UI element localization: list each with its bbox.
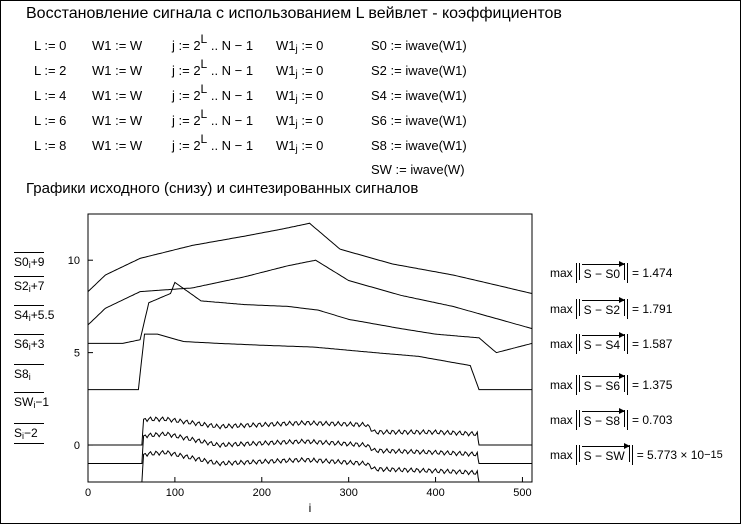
series-line — [88, 333, 532, 391]
w1-assignment[interactable]: W1 := W — [92, 88, 143, 103]
w1-zero-assignment[interactable]: W1j := 0 — [276, 138, 324, 155]
max-error-label[interactable]: max S − S4 = 1.587 — [550, 332, 672, 355]
vectorize-arrow-icon — [581, 443, 630, 449]
legend-item: S0i+9 — [14, 252, 44, 270]
j-range[interactable]: j := 2L .. N − 1 — [172, 57, 254, 78]
x-tick-label: 500 — [513, 487, 531, 499]
legend-item: S6i+3 — [14, 334, 44, 352]
w1-assignment[interactable]: W1 := W — [92, 38, 143, 53]
s-reconstruction[interactable]: S4 := iwave(W1) — [371, 88, 467, 103]
legend-item: S4i+5.5 — [14, 305, 54, 323]
series-line — [87, 259, 533, 330]
series-line — [88, 431, 532, 464]
y-tick-label: 10 — [68, 255, 80, 267]
j-range[interactable]: j := 2L .. N − 1 — [172, 32, 254, 53]
legend-item: S8i — [14, 364, 44, 382]
max-error-label[interactable]: max S − S2 = 1.791 — [550, 297, 672, 320]
plot-frame — [87, 213, 533, 483]
vectorize-arrow-icon — [581, 332, 626, 338]
worksheet-title: Восстановление сигнала с использованием … — [26, 5, 562, 22]
sw-definition[interactable]: SW := iwave(W) — [371, 162, 465, 177]
signal-chart[interactable]: 0 100 200 300 400 500 0 5 10 i — [60, 212, 540, 522]
s-reconstruction[interactable]: S6 := iwave(W1) — [371, 113, 467, 128]
series-line — [88, 416, 532, 446]
w1-zero-assignment[interactable]: W1j := 0 — [276, 113, 324, 130]
legend-item: S2i+7 — [14, 276, 44, 294]
y-tick-label: 0 — [74, 440, 80, 452]
x-axis-label: i — [309, 501, 312, 515]
l-definition[interactable]: L := 6 — [34, 113, 67, 128]
y-tick-label: 5 — [74, 348, 80, 360]
max-error-label[interactable]: max S − S0 = 1.474 — [550, 261, 672, 284]
j-range[interactable]: j := 2L .. N − 1 — [172, 132, 254, 153]
vectorize-arrow-icon — [581, 297, 626, 303]
l-definition[interactable]: L := 4 — [34, 88, 67, 103]
s-reconstruction[interactable]: S8 := iwave(W1) — [371, 138, 467, 153]
w1-assignment[interactable]: W1 := W — [92, 113, 143, 128]
w1-assignment[interactable]: W1 := W — [92, 138, 143, 153]
max-error-label[interactable]: max S − SW = 5.773 × 10 −15 — [550, 443, 723, 466]
x-tick-label: 200 — [253, 487, 271, 499]
w1-zero-assignment[interactable]: W1j := 0 — [276, 38, 324, 55]
w1-zero-assignment[interactable]: W1j := 0 — [276, 63, 324, 80]
j-range[interactable]: j := 2L .. N − 1 — [172, 107, 254, 128]
j-range[interactable]: j := 2L .. N − 1 — [172, 82, 254, 103]
max-error-label[interactable]: max S − S6 = 1.375 — [550, 373, 672, 396]
series-line — [87, 222, 533, 294]
x-tick-label: 0 — [85, 487, 91, 499]
w1-assignment[interactable]: W1 := W — [92, 63, 143, 78]
legend-item: Si−2 — [14, 423, 44, 444]
vectorize-arrow-icon — [581, 408, 626, 414]
l-definition[interactable]: L := 0 — [34, 38, 67, 53]
max-error-label[interactable]: max S − S8 = 0.703 — [550, 408, 672, 431]
series-line — [88, 449, 532, 483]
l-definition[interactable]: L := 8 — [34, 138, 67, 153]
x-tick-label: 100 — [166, 487, 184, 499]
s-reconstruction[interactable]: S2 := iwave(W1) — [371, 63, 467, 78]
vectorize-arrow-icon — [581, 261, 626, 267]
w1-zero-assignment[interactable]: W1j := 0 — [276, 88, 324, 105]
plot-subtitle: Графики исходного (снизу) и синтезирован… — [26, 180, 419, 197]
legend-item: SWi−1 — [14, 392, 49, 410]
l-definition[interactable]: L := 2 — [34, 63, 67, 78]
vectorize-arrow-icon — [581, 373, 626, 379]
x-tick-label: 400 — [426, 487, 444, 499]
x-tick-label: 300 — [339, 487, 357, 499]
series-line — [88, 281, 533, 354]
s-reconstruction[interactable]: S0 := iwave(W1) — [371, 38, 467, 53]
